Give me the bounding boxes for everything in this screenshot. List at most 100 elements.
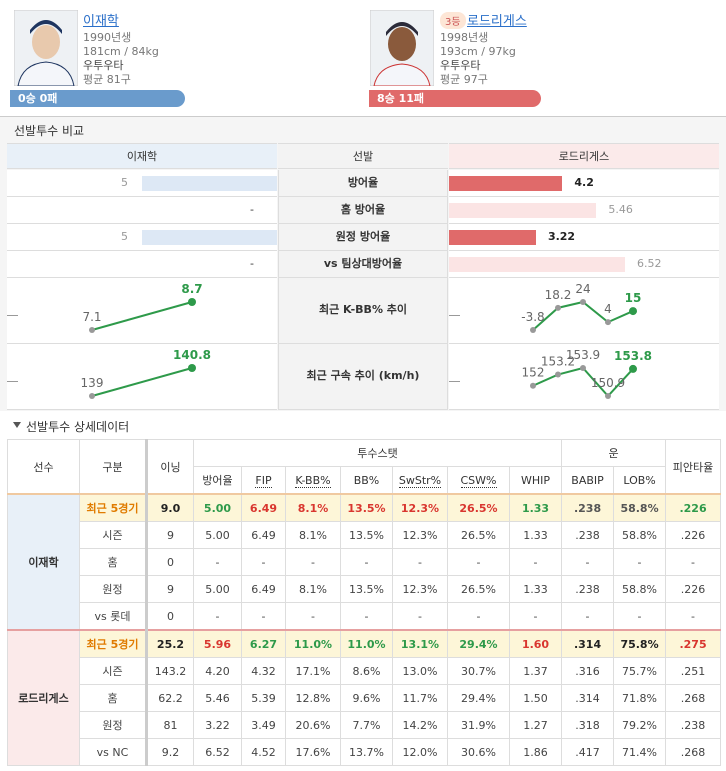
trend-point bbox=[605, 319, 611, 326]
trend-point bbox=[580, 365, 586, 371]
era-value: 3.22 bbox=[547, 230, 576, 243]
data-cell: 29.4% bbox=[447, 629, 510, 658]
data-cell: - bbox=[447, 548, 510, 576]
data-cell: 26.5% bbox=[447, 493, 510, 522]
player-name[interactable]: 로드리게스 bbox=[467, 14, 527, 29]
data-cell: - bbox=[561, 548, 615, 576]
trend-value: 18.2 bbox=[545, 288, 572, 302]
trend-value: 150.9 bbox=[591, 376, 625, 390]
data-cell: 75.7% bbox=[613, 657, 667, 685]
data-row: 이재학 최근 5경기 9.0 5.00 6.49 8.1% 13.5% 12.3% 26.5% 1… bbox=[7, 493, 722, 631]
data-cell: 143.2 bbox=[145, 657, 194, 685]
data-cell: 5.46 bbox=[193, 684, 242, 712]
data-cell: 4.32 bbox=[241, 657, 286, 685]
compare-header: 선발 bbox=[278, 143, 448, 169]
data-cell: - bbox=[665, 602, 722, 631]
header-cell: BABIP bbox=[561, 466, 615, 495]
header-cell: 선수 bbox=[7, 439, 80, 495]
rank-badge: 3등 bbox=[440, 12, 466, 29]
data-cell: 26.5% bbox=[447, 575, 510, 603]
trend-line bbox=[532, 300, 634, 331]
data-cell: 6.52 bbox=[193, 738, 242, 766]
collapse-icon[interactable] bbox=[12, 421, 22, 429]
era-value: 4.2 bbox=[574, 176, 594, 189]
trend-value: 139 bbox=[81, 376, 104, 390]
era-left bbox=[7, 251, 277, 278]
data-cell: 4.52 bbox=[241, 738, 286, 766]
data-cell: - bbox=[508, 602, 563, 631]
data-cell: 7.7% bbox=[340, 711, 393, 739]
era-label: 원정 방어율 bbox=[278, 224, 448, 251]
hand: 우투우타 bbox=[83, 59, 124, 72]
data-cell: - bbox=[665, 548, 722, 576]
data-row: vs 롯데 0- - - - - - - - - - bbox=[8, 602, 722, 631]
data-cell: .226 bbox=[665, 493, 722, 522]
row-label: 최근 5경기 bbox=[79, 493, 147, 522]
player-name[interactable]: 이재학 bbox=[83, 14, 119, 29]
era-bar bbox=[142, 176, 277, 191]
header-cell: BB% bbox=[340, 466, 393, 495]
data-cell: 9.6% bbox=[340, 684, 393, 712]
data-cell: 20.6% bbox=[285, 711, 341, 739]
data-cell: .318 bbox=[561, 711, 615, 739]
trend-point bbox=[629, 364, 637, 373]
trend-cell bbox=[7, 344, 277, 410]
compare-header: 로드리게스 bbox=[449, 143, 719, 169]
trend-value: -3.8 bbox=[521, 310, 544, 324]
data-cell: .238 bbox=[665, 711, 722, 739]
data-cell: 29.4% bbox=[447, 684, 510, 712]
data-cell: 58.8% bbox=[613, 493, 667, 522]
data-cell: .226 bbox=[665, 575, 722, 603]
data-cell: 1.86 bbox=[508, 738, 563, 766]
trend-value: 153.2 bbox=[541, 355, 575, 369]
row-label: 원정 bbox=[79, 575, 147, 603]
header-cell: CSW% bbox=[447, 466, 510, 495]
data-row: 원정 9 5.00 6.49 8.1% 13.5% 12.3% 26.5% 1.33.238 58… bbox=[8, 575, 722, 603]
data-cell: 75.8% bbox=[613, 629, 667, 658]
row-label: 시즌 bbox=[79, 657, 147, 685]
data-cell: 58.8% bbox=[613, 575, 667, 603]
data-cell: 17.1% bbox=[285, 657, 341, 685]
trend-line bbox=[91, 301, 193, 331]
detail-table-wrap: 선수 구분 이닝 투수스탯 운 피안타율 방어율 FIP K-BB% BB% SwStr% CSW% W… bbox=[7, 439, 722, 766]
era-left bbox=[7, 197, 277, 224]
data-cell: 11.0% bbox=[340, 629, 393, 658]
data-cell: - bbox=[285, 602, 341, 631]
data-cell: 79.2% bbox=[613, 711, 667, 739]
row-label: 홈 bbox=[79, 548, 147, 576]
header-cell: 이닝 bbox=[145, 439, 194, 495]
data-cell: 1.27 bbox=[508, 711, 563, 739]
data-cell: 71.4% bbox=[613, 738, 667, 766]
header-row: 선수 구분 이닝 투수스탯 운 피안타율 bbox=[7, 439, 722, 495]
data-cell: 1.33 bbox=[508, 575, 563, 603]
data-cell: - bbox=[193, 602, 242, 631]
data-cell: 12.3% bbox=[392, 575, 448, 603]
data-cell: .316 bbox=[561, 657, 615, 685]
data-cell: 5.00 bbox=[193, 575, 242, 603]
data-cell: - bbox=[508, 548, 563, 576]
era-bar bbox=[449, 230, 536, 245]
era-value: - bbox=[250, 203, 254, 216]
header-cell: 투수스탯 bbox=[192, 439, 563, 467]
avg-pitches: 평균 97구 bbox=[440, 73, 488, 86]
header-cell: 운 bbox=[561, 439, 667, 467]
trend-value: 153.9 bbox=[566, 348, 600, 362]
era-label: 방어율 bbox=[278, 170, 448, 197]
trend-point bbox=[89, 393, 95, 399]
data-cell: .314 bbox=[561, 684, 615, 712]
header-text: 방어율 bbox=[202, 474, 233, 487]
data-cell: .275 bbox=[665, 629, 722, 658]
data-cell: - bbox=[392, 602, 448, 631]
era-label: vs 팀상대방어율 bbox=[278, 251, 448, 278]
data-cell: 8.1% bbox=[285, 493, 341, 522]
player-cell: 로드리게스 bbox=[7, 629, 80, 766]
avg-pitches: 평균 81구 bbox=[83, 73, 131, 86]
data-cell: 12.8% bbox=[285, 684, 341, 712]
era-value: - bbox=[250, 257, 254, 270]
trend-chart: 7.1 8.7 bbox=[7, 282, 203, 333]
data-cell: 6.49 bbox=[241, 575, 286, 603]
section-title: 선발투수 비교 bbox=[14, 124, 85, 138]
data-cell: 13.5% bbox=[340, 575, 393, 603]
